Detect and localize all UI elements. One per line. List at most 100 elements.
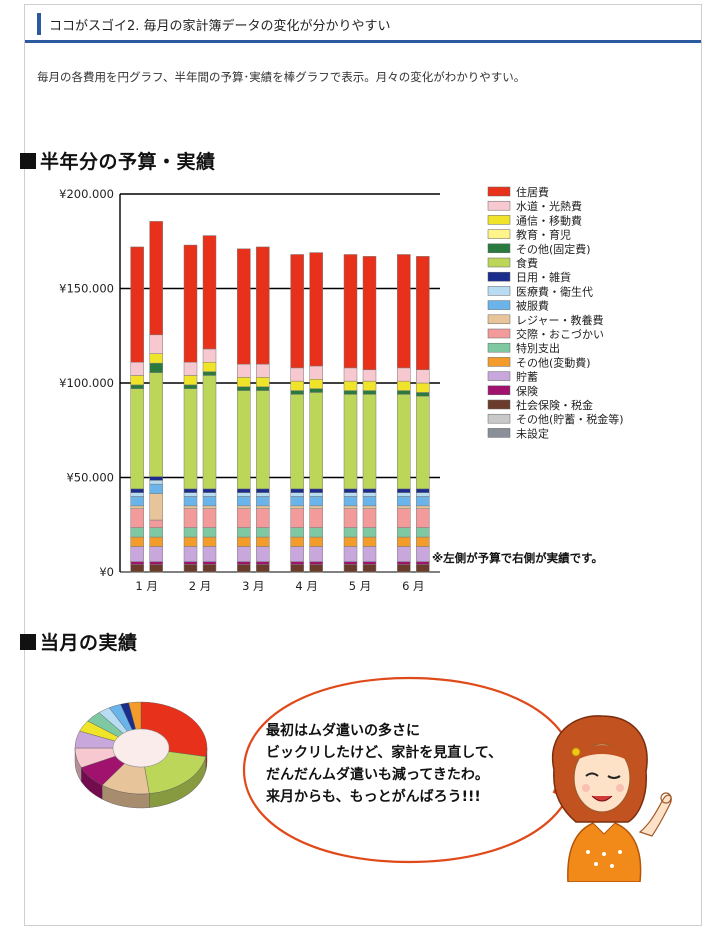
chart-note: ※左側が予算で右側が実績です。 [432,551,604,565]
bar-segment [290,394,304,490]
bar-segment [397,254,411,369]
bar-segment [290,536,304,547]
square-bullet-icon [20,153,36,169]
bar-segment [237,386,251,391]
legend-label: 水道・光熱費 [516,199,582,213]
bar-segment [397,488,411,493]
bar-segment [183,488,198,493]
bar-segment [290,390,304,395]
legend-swatch [487,215,511,225]
bar-segment [256,492,270,497]
bar-segment [202,527,217,538]
legend-label: 教育・育児 [516,228,571,242]
woman-illustration [551,715,672,882]
bar-segment [183,564,198,573]
section-title: ココがスゴイ2. 毎月の家計簿データの変化が分かりやすい [49,19,391,34]
bar-segment [290,496,304,507]
bar-segment [256,488,270,493]
bar-segment [149,476,163,481]
bar-segment [237,505,251,509]
bar-segment [256,246,270,365]
bar-segment [343,561,358,565]
bar-segment [416,536,430,547]
bar-segment [237,561,251,565]
legend-swatch [487,300,511,310]
bar-segment [183,508,198,528]
bar-segment [130,546,144,562]
legend-swatch [487,200,511,211]
bar-segment [416,546,430,562]
bar-segment [202,488,217,493]
bar-segment [362,496,377,507]
intro-text: 毎月の各費用を円グラフ、半年間の予算･実績を棒グラフで表示。月々の変化がわかりや… [37,70,526,84]
bar-segment [290,564,304,573]
bar-segment [416,508,430,528]
bar-segment [416,505,430,509]
bar-segment [237,363,251,378]
header-accent-bar [37,13,41,35]
bar-segment [343,536,358,547]
bar-segment [130,564,144,573]
bar-segment [309,488,323,493]
legend-swatch [487,186,511,197]
bar-segment [149,362,163,373]
bar-segment [256,390,270,490]
speech-line: ビックリしたけど、家計を見直して、 [266,745,503,761]
bar-segment [256,508,270,528]
y-tick-label: ¥50.000 [66,471,114,485]
bar-segment [183,496,198,507]
bar-segment [416,369,430,384]
bar-segment [362,508,377,528]
legend-label: 日用・雑貨 [516,270,571,284]
bar-segment [343,367,358,382]
legend-swatch [487,243,511,254]
speech-text: 最初はムダ遣いの多さに ビックリしたけど、家計を見直して、 だんだんムダ遣いも減… [266,720,502,808]
bar-segment [309,378,323,389]
bar-segment [202,496,217,507]
bar-segment [237,492,251,497]
x-tick-label: 4 月 [295,579,317,593]
bar-segment [309,508,323,528]
bar-segment [343,254,358,369]
bar-segment [362,369,377,382]
bar-segment [416,488,430,493]
bar-segment [416,561,430,565]
bar-segment [183,527,198,538]
bar-segment [149,564,163,573]
section-header: ココがスゴイ2. 毎月の家計簿データの変化が分かりやすい [25,5,701,43]
legend-swatch [487,371,511,381]
legend-label: その他(貯蓄・税金等) [516,412,624,426]
legend-swatch [487,286,511,296]
bar-segment [183,361,198,376]
bar-segment [202,546,217,562]
legend-label: 住居費 [516,185,549,199]
bar-segment [202,492,217,497]
bar-segment [256,564,270,573]
bar-segment [149,372,163,477]
y-tick-label: ¥100.000 [59,376,114,390]
bar-segment [416,392,430,397]
bar-segment [183,384,198,389]
bar-segment [309,536,323,547]
bar-segment [130,488,144,493]
bar-segment [202,564,217,573]
bar-segment [309,546,323,562]
bar-segment [290,488,304,493]
bar-segment [309,388,323,393]
bar-segment [290,254,304,369]
legend-label: その他(変動費) [516,355,591,369]
bar-segment [416,492,430,497]
bar-segment [343,380,358,391]
bar-segment [130,561,144,565]
bar-segment [256,561,270,565]
bar-segment [149,353,163,364]
x-tick-label: 1 月 [135,579,157,593]
bar-segment [202,505,217,509]
bar-segment [309,392,323,490]
legend-swatch [487,399,511,410]
bar-segment [397,536,411,547]
current-month-pie-chart [74,701,208,809]
y-tick-label: ¥200.000 [59,187,114,201]
bar-segment [183,244,198,363]
bar-segment [256,386,270,391]
